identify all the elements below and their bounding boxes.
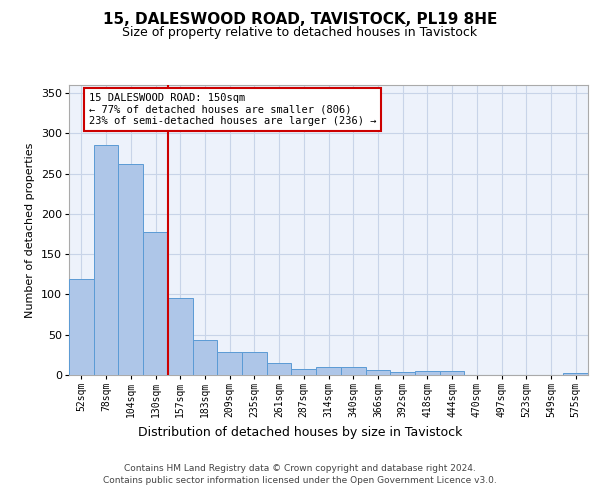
Bar: [365, 370, 390, 375]
Text: Contains HM Land Registry data © Crown copyright and database right 2024.: Contains HM Land Registry data © Crown c…: [124, 464, 476, 473]
Text: 15, DALESWOOD ROAD, TAVISTOCK, PL19 8HE: 15, DALESWOOD ROAD, TAVISTOCK, PL19 8HE: [103, 12, 497, 28]
Bar: [217, 352, 242, 375]
Bar: [390, 372, 415, 375]
Bar: [341, 367, 365, 375]
Bar: [563, 372, 588, 375]
Bar: [94, 146, 118, 375]
Y-axis label: Number of detached properties: Number of detached properties: [25, 142, 35, 318]
Bar: [292, 370, 316, 375]
Bar: [316, 367, 341, 375]
Text: Distribution of detached houses by size in Tavistock: Distribution of detached houses by size …: [138, 426, 462, 439]
Bar: [193, 340, 217, 375]
Bar: [242, 352, 267, 375]
Text: 15 DALESWOOD ROAD: 150sqm
← 77% of detached houses are smaller (806)
23% of semi: 15 DALESWOOD ROAD: 150sqm ← 77% of detac…: [89, 93, 376, 126]
Bar: [118, 164, 143, 375]
Text: Size of property relative to detached houses in Tavistock: Size of property relative to detached ho…: [122, 26, 478, 39]
Bar: [143, 232, 168, 375]
Bar: [440, 371, 464, 375]
Bar: [69, 279, 94, 375]
Bar: [415, 371, 440, 375]
Bar: [168, 298, 193, 375]
Text: Contains public sector information licensed under the Open Government Licence v3: Contains public sector information licen…: [103, 476, 497, 485]
Bar: [267, 363, 292, 375]
